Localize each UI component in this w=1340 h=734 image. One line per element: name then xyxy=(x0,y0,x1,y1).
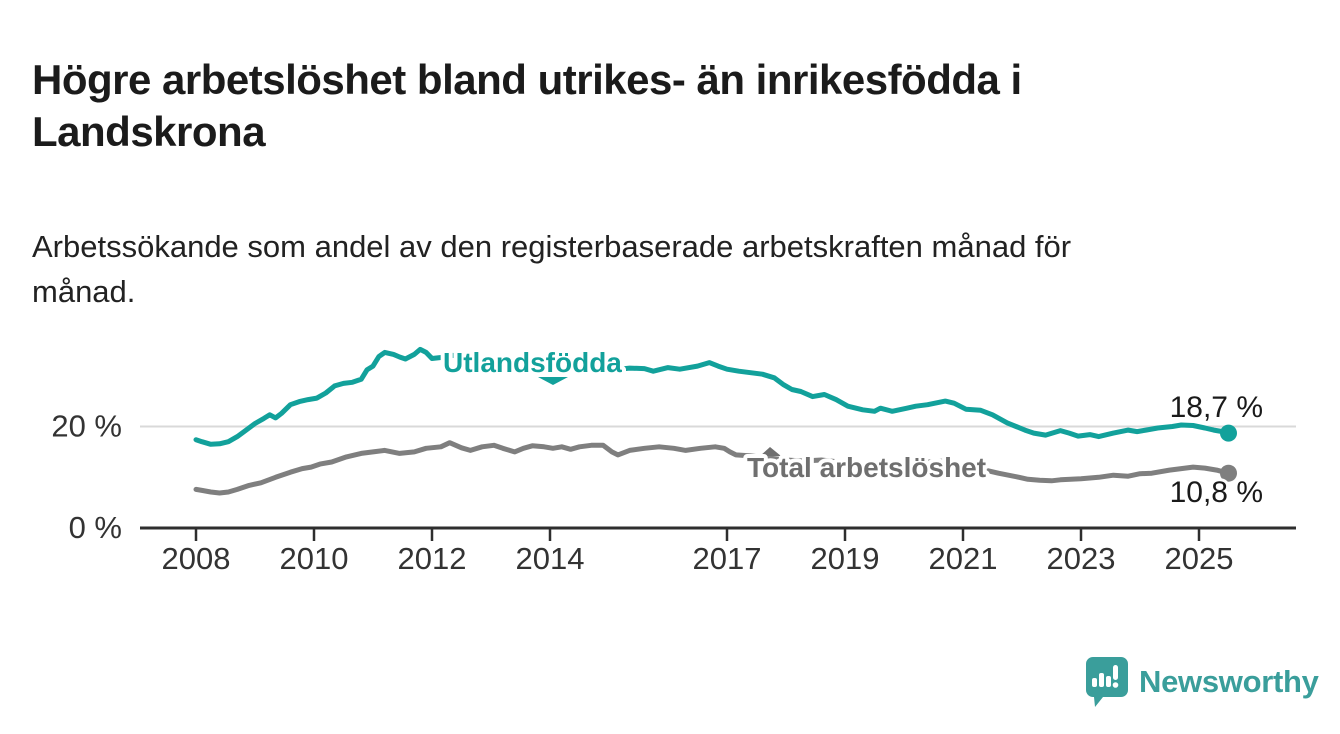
newsworthy-logo[interactable]: Newsworthy xyxy=(1084,656,1319,708)
series-label-caret-total-arbetsloshet xyxy=(760,447,781,456)
newsworthy-logo-icon xyxy=(1086,657,1128,707)
line-chart: 20 % 0 % 2008 2010 2012 2014 2017 2019 2021 2023… xyxy=(51,343,1296,576)
series-lines xyxy=(193,346,1231,496)
series-end-dots xyxy=(1220,424,1237,482)
x-tick-label-2019: 2019 xyxy=(811,541,880,576)
x-tick-label-2023: 2023 xyxy=(1047,541,1116,576)
series-label-utlandsfodda: Utlandsfödda xyxy=(443,347,622,378)
x-tick-label-2017: 2017 xyxy=(693,541,762,576)
series-label-caret-utlandsfodda xyxy=(538,377,568,385)
x-axis: 2008 2010 2012 2014 2017 2019 2021 2023 2025 xyxy=(140,526,1296,576)
x-tick-label-2025: 2025 xyxy=(1165,541,1234,576)
exclamation-dot xyxy=(1112,682,1119,688)
newsworthy-logo-text: Newsworthy xyxy=(1139,664,1319,699)
x-tick-label-2008: 2008 xyxy=(162,541,231,576)
end-value-label-utlandsfodda: 18,7 % xyxy=(1170,391,1263,424)
end-dot-total-arbetsloshet xyxy=(1220,464,1237,482)
end-value-labels: 18,7 % 10,8 % xyxy=(1167,388,1266,512)
y-axis-label-0: 0 % xyxy=(69,510,122,545)
end-dot-utlandsfodda xyxy=(1220,424,1237,442)
end-value-label-total-arbetsloshet: 10,8 % xyxy=(1170,476,1263,509)
x-tick-label-2021: 2021 xyxy=(929,541,998,576)
series-line-total-arbetsloshet xyxy=(193,440,1231,496)
page-title: Högre arbetslöshet bland utrikes- än inr… xyxy=(32,56,1022,155)
x-tick-label-2010: 2010 xyxy=(280,541,349,576)
series-labels: Utlandsfödda Total arbetslöshet xyxy=(439,343,990,487)
bar-chart-glyph xyxy=(1092,665,1119,688)
chart-subtitle: Arbetssökande som andel av den registerb… xyxy=(32,229,1072,309)
series-label-total-arbetsloshet: Total arbetslöshet xyxy=(747,452,986,483)
series-line-utlandsfodda xyxy=(193,346,1231,447)
exclamation-bar xyxy=(1113,665,1118,680)
x-tick-label-2012: 2012 xyxy=(398,541,467,576)
x-tick-label-2014: 2014 xyxy=(516,541,585,576)
y-axis-label-20: 20 % xyxy=(51,409,122,444)
y-axis-labels: 20 % 0 % xyxy=(51,409,122,546)
